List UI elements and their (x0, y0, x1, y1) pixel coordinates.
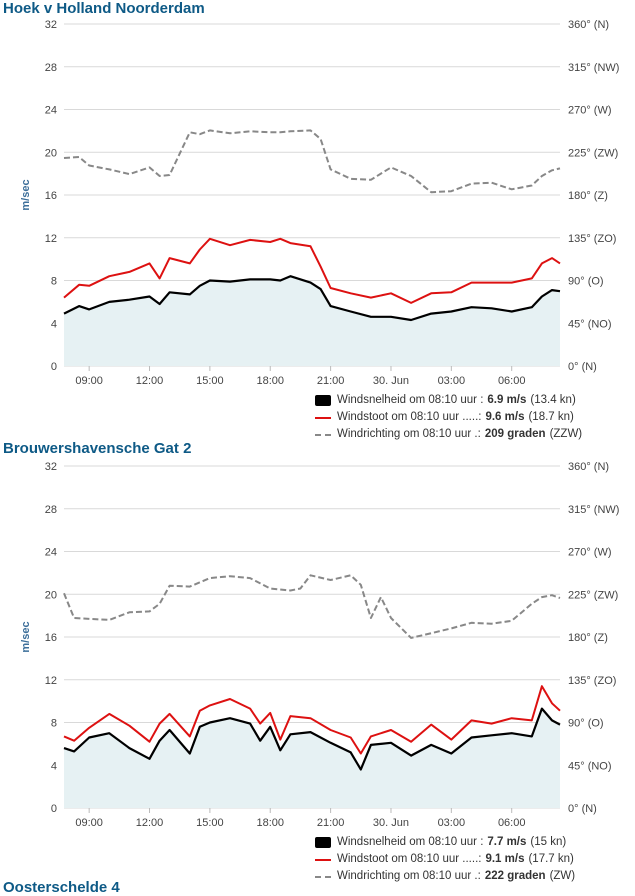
y-tick-label: 20 (45, 589, 57, 601)
windsnelheid-line (63, 275, 561, 322)
y2-tick-label: 0° (N) (568, 803, 597, 815)
legend-value: 9.6 m/s (485, 411, 525, 423)
y2-tick-label: 45° (NO) (568, 318, 612, 330)
y-tick-label: 16 (45, 632, 57, 644)
y-tick-label: 0 (51, 361, 57, 373)
y2-tick-label: 135° (ZO) (568, 233, 616, 245)
x-tick-label: 06:00 (498, 375, 526, 387)
y2-tick-label: 180° (Z) (568, 632, 608, 644)
chart-1-legend: Windsnelheid om 08:10 uur : 6.9 m/s (13.… (315, 392, 582, 443)
speed-swatch-icon (315, 837, 331, 848)
x-tick-label: 21:00 (317, 817, 345, 829)
y2-tick-label: 315° (NW) (568, 504, 619, 516)
x-tick-label: 03:00 (438, 817, 466, 829)
y-tick-label: 32 (45, 461, 57, 473)
y-tick-label: 12 (45, 233, 57, 245)
y2-tick-label: 180° (Z) (568, 190, 608, 202)
chart-2-title: Brouwershavensche Gat 2 (3, 440, 192, 457)
y-tick-label: 28 (45, 62, 57, 74)
legend-label: Windrichting om 08:10 uur .: (337, 428, 481, 440)
legend-item-windstoot[interactable]: Windstoot om 08:10 uur .....: 9.6 m/s (1… (315, 409, 582, 426)
y-tick-label: 4 (51, 760, 57, 772)
x-tick-label: 15:00 (196, 817, 224, 829)
legend-value: 9.1 m/s (485, 853, 525, 865)
y-tick-label: 16 (45, 190, 57, 202)
x-tick-label: 09:00 (75, 817, 103, 829)
x-tick-label: 30. Jun (373, 817, 409, 829)
y2-tick-label: 270° (W) (568, 547, 612, 559)
direction-swatch-icon (315, 875, 331, 878)
y-tick-label: 0 (51, 803, 57, 815)
legend-item-windstoot[interactable]: Windstoot om 08:10 uur .....: 9.1 m/s (1… (315, 851, 575, 868)
y-tick-label: 32 (45, 19, 57, 31)
legend-value: 222 graden (484, 870, 546, 882)
y-tick-label: 8 (51, 276, 57, 288)
y2-tick-label: 225° (ZW) (568, 147, 618, 159)
legend-extra: (ZW) (549, 870, 576, 882)
x-tick-label: 06:00 (498, 817, 526, 829)
legend-item-windsnelheid[interactable]: Windsnelheid om 08:10 uur : 6.9 m/s (13.… (315, 392, 582, 409)
legend-extra: (13.4 kn) (530, 394, 576, 406)
x-tick-label: 12:00 (136, 817, 164, 829)
y2-tick-label: 225° (ZW) (568, 589, 618, 601)
x-tick-label: 18:00 (256, 375, 284, 387)
chart-2: 0 0° (N) 4 45° (NO) 8 90° (O) 12 135° (ZO) 16 180… (20, 461, 619, 829)
windsnelheid-line (63, 707, 561, 771)
y-tick-label: 4 (51, 318, 57, 330)
y2-tick-label: 45° (NO) (568, 760, 612, 772)
x-tick-label: 09:00 (75, 375, 103, 387)
legend-label: Windstoot om 08:10 uur .....: (337, 853, 482, 865)
y2-tick-label: 135° (ZO) (568, 675, 616, 687)
legend-label: Windrichting om 08:10 uur .: (337, 870, 481, 882)
legend-value: 6.9 m/s (487, 394, 527, 406)
legend-extra: (ZZW) (549, 428, 583, 440)
legend-value: 7.7 m/s (487, 836, 527, 848)
x-tick-label: 21:00 (317, 375, 345, 387)
legend-item-windrichting[interactable]: Windrichting om 08:10 uur .: 209 graden … (315, 426, 582, 443)
direction-swatch-icon (315, 433, 331, 436)
x-tick-label: 15:00 (196, 375, 224, 387)
windstoot-line (63, 685, 561, 755)
legend-extra: (18.7 kn) (528, 411, 574, 423)
legend-item-windsnelheid[interactable]: Windsnelheid om 08:10 uur : 7.7 m/s (15 … (315, 834, 575, 851)
gust-swatch-icon (315, 858, 331, 861)
y-axis-label: m/sec (20, 621, 32, 652)
y-tick-label: 24 (45, 105, 57, 117)
legend-extra: (15 kn) (530, 836, 567, 848)
x-tick-label: 30. Jun (373, 375, 409, 387)
legend-extra: (17.7 kn) (528, 853, 574, 865)
legend-label: Windsnelheid om 08:10 uur : (337, 394, 484, 406)
y2-tick-label: 360° (N) (568, 461, 609, 473)
y2-tick-label: 360° (N) (568, 19, 609, 31)
chart-2-legend: Windsnelheid om 08:10 uur : 7.7 m/s (15 … (315, 834, 575, 885)
legend-label: Windstoot om 08:10 uur .....: (337, 411, 482, 423)
windstoot-line (63, 237, 561, 304)
x-tick-label: 18:00 (256, 817, 284, 829)
y2-tick-label: 0° (N) (568, 361, 597, 373)
y-tick-label: 20 (45, 147, 57, 159)
y2-tick-label: 90° (O) (568, 276, 604, 288)
chart-1-title: Hoek v Holland Noorderdam (3, 0, 205, 17)
y2-tick-label: 315° (NW) (568, 62, 619, 74)
y-tick-label: 28 (45, 504, 57, 516)
y2-tick-label: 90° (O) (568, 718, 604, 730)
legend-value: 209 graden (484, 428, 546, 440)
y-axis-label: m/sec (20, 179, 32, 210)
x-tick-label: 12:00 (136, 375, 164, 387)
x-tick-label: 03:00 (438, 375, 466, 387)
y2-tick-label: 270° (W) (568, 105, 612, 117)
chart-1: 0 0° (N) 4 45° (NO) 8 90° (O) 12 135° (ZO) 16 180… (20, 19, 619, 387)
y-tick-label: 24 (45, 547, 57, 559)
next-station-title: Oosterschelde 4 (3, 879, 120, 896)
windsnelheid-area (64, 276, 560, 366)
speed-swatch-icon (315, 395, 331, 406)
y-tick-label: 8 (51, 718, 57, 730)
windrichting-line (63, 574, 561, 639)
windrichting-line (63, 129, 561, 194)
y-tick-label: 12 (45, 675, 57, 687)
windsnelheid-area (64, 708, 560, 808)
legend-item-windrichting[interactable]: Windrichting om 08:10 uur .: 222 graden … (315, 868, 575, 885)
gust-swatch-icon (315, 416, 331, 419)
legend-label: Windsnelheid om 08:10 uur : (337, 836, 484, 848)
